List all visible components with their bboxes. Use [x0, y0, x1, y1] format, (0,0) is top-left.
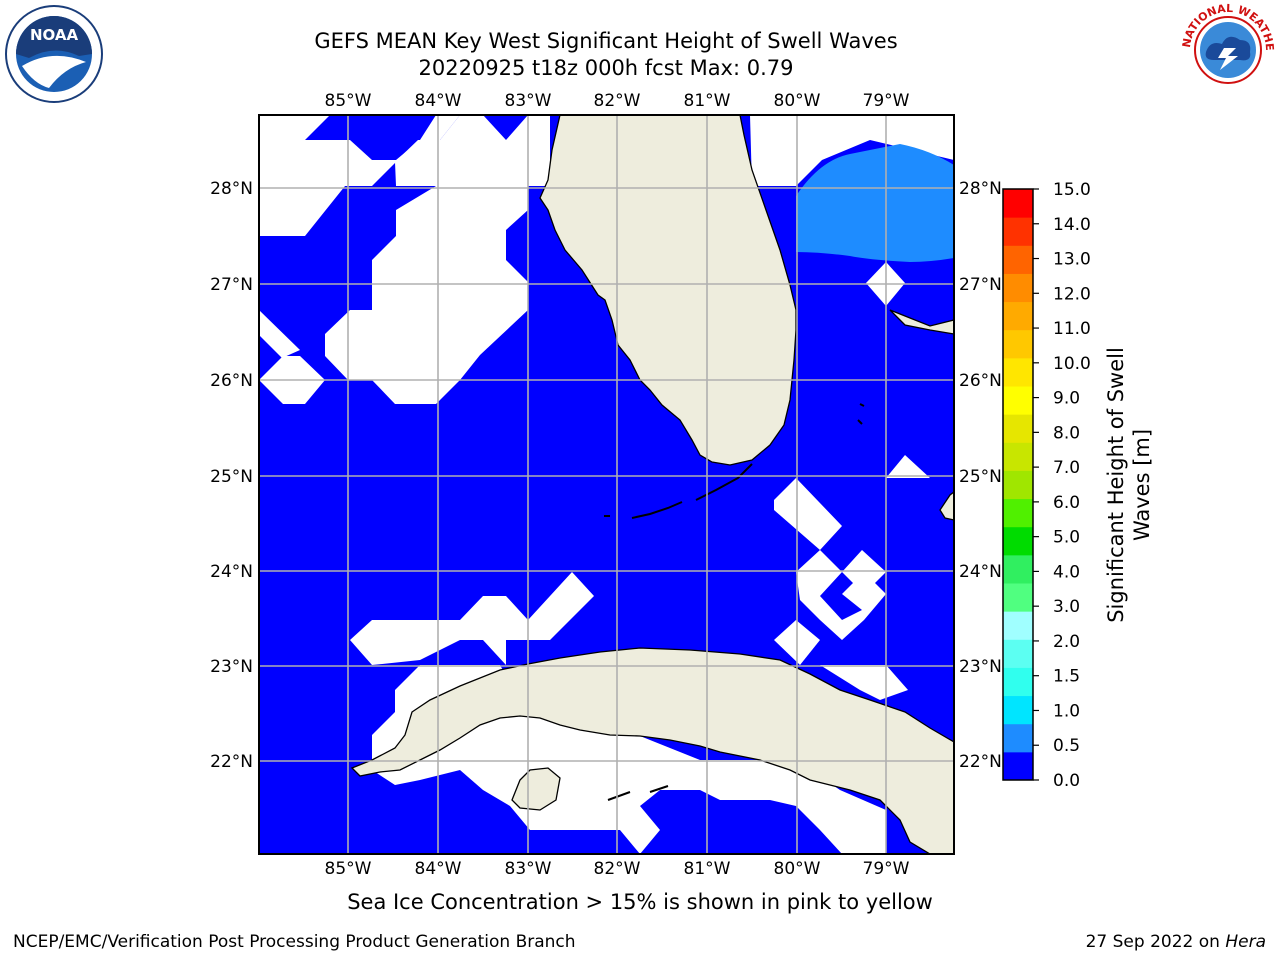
- lon-label-bottom: 80°W: [774, 859, 821, 879]
- footer-date: 27 Sep 2022 on Hera: [1086, 932, 1266, 952]
- colorbar-frame: [1002, 188, 1034, 781]
- lat-label-right: 26°N: [959, 371, 1002, 391]
- lon-label-bottom: 82°W: [594, 859, 641, 879]
- cuba-island: [350, 647, 955, 855]
- lon-label-top: 79°W: [863, 91, 910, 111]
- colorbar-segment: [1003, 329, 1033, 359]
- colorbar-segment: [1003, 695, 1033, 725]
- svg-text:NOAA: NOAA: [30, 26, 79, 44]
- lat-label-left: 24°N: [210, 562, 253, 582]
- lon-label-bottom: 85°W: [325, 859, 372, 879]
- colorbar-tick-label: 7.0: [1053, 458, 1080, 478]
- footer-credit: NCEP/EMC/Verification Post Processing Pr…: [13, 932, 576, 952]
- lat-label-right: 27°N: [959, 275, 1002, 295]
- colorbar-segment: [1003, 189, 1033, 218]
- colorbar-tick-label: 14.0: [1053, 215, 1091, 235]
- colorbar-segment: [1003, 217, 1033, 246]
- colorbar-segment: [1003, 554, 1033, 584]
- gridlines: [259, 115, 954, 854]
- colorbar-tick-label: 0.5: [1053, 736, 1080, 756]
- lat-label-right: 24°N: [959, 562, 1002, 582]
- colorbar-tick-label: 2.0: [1053, 632, 1080, 652]
- colorbar-tick-label: 8.0: [1053, 423, 1080, 443]
- colorbar-segment: [1003, 611, 1033, 640]
- lat-label-right: 25°N: [959, 467, 1002, 487]
- colorbar-segment: [1003, 526, 1033, 556]
- nws-logo: NATIONAL WEATHER SERVICE: [1180, 0, 1276, 95]
- colorbar-segment: [1003, 386, 1033, 415]
- colorbar-segment: [1003, 723, 1033, 753]
- lon-label-top: 81°W: [684, 91, 731, 111]
- lon-label-bottom: 84°W: [415, 859, 462, 879]
- florida-keys: [604, 403, 865, 801]
- colorbar-tick-label: 4.0: [1053, 562, 1080, 582]
- colorbar-segment: [1003, 498, 1033, 528]
- lon-label-bottom: 79°W: [863, 859, 910, 879]
- sea-ice-note: Sea Ice Concentration > 15% is shown in …: [347, 890, 933, 914]
- colorbar-segment: [1003, 751, 1033, 781]
- colorbar-segment: [1003, 245, 1033, 274]
- lon-label-bottom: 81°W: [684, 859, 731, 879]
- colorbar-segment: [1003, 414, 1033, 443]
- lat-label-left: 25°N: [210, 467, 253, 487]
- noaa-logo: NOAA: [5, 5, 103, 103]
- lon-label-top: 80°W: [774, 91, 821, 111]
- colorbar-segment: [1003, 470, 1033, 500]
- lat-label-left: 23°N: [210, 657, 253, 677]
- chart-title: GEFS MEAN Key West Significant Height of…: [314, 29, 898, 53]
- colorbar-tick-label: 1.0: [1053, 701, 1080, 721]
- colorbar-tick-label: 0.0: [1053, 771, 1080, 791]
- lat-label-left: 28°N: [210, 179, 253, 199]
- lon-label-bottom: 83°W: [505, 859, 552, 879]
- lat-label-left: 22°N: [210, 752, 253, 772]
- colorbar-segment: [1003, 273, 1033, 303]
- swell-patch: [796, 144, 954, 262]
- map-frame: [258, 114, 955, 855]
- florida-peninsula: [539, 114, 797, 466]
- colorbar-tick-label: 11.0: [1053, 319, 1091, 339]
- lat-label-left: 27°N: [210, 275, 253, 295]
- colorbar-segment: [1003, 357, 1033, 387]
- colorbar-segment: [1003, 301, 1033, 331]
- colorbar: [1002, 188, 1034, 781]
- lon-label-top: 85°W: [325, 91, 372, 111]
- lon-label-top: 84°W: [415, 91, 462, 111]
- colorbar-tick-label: 6.0: [1053, 493, 1080, 513]
- colorbar-segment: [1003, 583, 1033, 612]
- chart-subtitle: 20220925 t18z 000h fcst Max: 0.79: [418, 56, 794, 80]
- colorbar-label-line2: Waves [m]: [1130, 429, 1154, 541]
- colorbar-tick-label: 5.0: [1053, 528, 1080, 548]
- colorbar-segment: [1003, 667, 1033, 697]
- colorbar-tick-label: 10.0: [1053, 354, 1091, 374]
- colorbar-tick-label: 3.0: [1053, 597, 1080, 617]
- colorbar-tick-label: 9.0: [1053, 389, 1080, 409]
- colorbar-tick-label: 13.0: [1053, 250, 1091, 270]
- colorbar-segment: [1003, 442, 1033, 471]
- colorbar-tick-label: 15.0: [1053, 180, 1091, 200]
- colorbar-segment: [1003, 639, 1033, 668]
- footer-host: Hera: [1225, 932, 1266, 952]
- lon-label-top: 82°W: [594, 91, 641, 111]
- colorbar-label-line1: Significant Height of Swell: [1104, 347, 1128, 623]
- colorbar-tick-label: 12.0: [1053, 284, 1091, 304]
- lon-label-top: 83°W: [505, 91, 552, 111]
- lat-label-right: 28°N: [959, 179, 1002, 199]
- lat-label-right: 23°N: [959, 657, 1002, 677]
- lat-label-left: 26°N: [210, 371, 253, 391]
- footer-date-text: 27 Sep 2022 on: [1085, 932, 1226, 952]
- isla-juventud: [511, 767, 561, 811]
- colorbar-tick-label: 1.5: [1053, 667, 1080, 687]
- lat-label-right: 22°N: [959, 752, 1002, 772]
